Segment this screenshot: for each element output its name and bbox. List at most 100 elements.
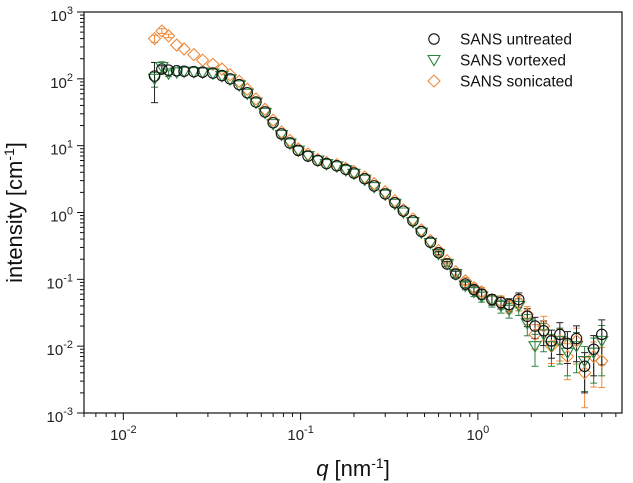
data-point [596,328,608,341]
data-point [544,341,559,353]
x-tick-label: 10-1 [287,424,313,444]
data-point [348,167,360,179]
y-tick-label: 102 [50,72,73,92]
data-point [431,243,446,258]
data-point [432,246,445,259]
data-point [249,97,263,110]
data-point [274,129,289,142]
legend-label: SANS vortexed [460,53,566,70]
data-point [474,291,489,304]
data-point [415,225,428,238]
data-point [347,168,361,181]
data-point [387,198,402,211]
data-point [147,73,162,86]
data-point [282,138,297,151]
data-point [475,288,488,300]
data-point [414,227,429,240]
data-point [266,119,281,131]
y-tick-label: 10-1 [47,272,73,292]
x-tick-label: 100 [466,424,489,444]
data-point [512,293,525,306]
data-point [529,320,541,332]
data-point [458,274,473,288]
data-point [329,161,344,174]
data-point [275,128,288,140]
data-point [560,349,575,364]
data-point [161,29,176,43]
data-point [207,67,219,79]
data-point [250,96,262,108]
y-tick-label: 101 [50,139,73,159]
legend-marker [427,54,441,67]
data-point [561,337,574,350]
data-point [521,310,534,323]
data-point [233,78,245,91]
data-point [340,163,352,176]
y-tick-label: 10-2 [47,339,73,359]
data-point [367,182,382,194]
data-point [431,248,446,261]
data-point [169,38,184,52]
data-point [495,296,507,309]
data-point [554,328,566,341]
data-point [215,62,229,76]
data-point [162,64,175,76]
data-point [148,70,161,82]
data-point [249,92,263,106]
data-point [577,365,592,380]
data-point [206,57,220,72]
data-point [378,189,393,202]
data-point [241,86,253,99]
data-point [156,63,168,75]
data-point [216,69,228,82]
data-point [284,137,296,149]
data-point [586,349,601,364]
data-point [155,24,169,38]
data-point [459,278,472,290]
data-point [595,354,609,368]
data-point [187,47,201,62]
data-point [358,172,371,185]
data-point [367,176,381,191]
data-point [186,67,201,79]
data-point [396,207,411,220]
data-point [587,343,600,355]
data-point [283,133,297,148]
data-point [300,150,315,163]
data-point [407,215,419,227]
legend-marker [427,74,441,88]
data-point [423,237,438,250]
data-point [545,335,558,347]
data-point [440,253,454,268]
data-point [511,295,526,310]
data-point [397,205,410,217]
data-point [259,106,271,118]
data-point [267,117,279,129]
tick-labels: 10-2 10-1 100 10-3 10-2 10-1 100 101 102 103 [47,5,490,444]
y-tick-label: 103 [50,5,73,25]
data-point [195,53,210,67]
data-point [177,66,191,79]
data-point [503,298,515,311]
data-point [578,360,591,373]
data-point [188,65,200,78]
legend: SANS untreated SANS vortexed SANS sonicate… [427,32,573,91]
data-point [170,65,183,77]
data-point [154,62,169,74]
data-point [240,88,255,101]
data-point [405,216,420,229]
data-point [357,174,372,187]
data-point [389,196,401,209]
axis-ticks [77,11,617,420]
data-point [147,31,162,46]
data-point [448,268,463,281]
x-axis-title: q [nm-1] [316,455,390,481]
legend-label: SANS sonicated [460,74,573,91]
data-point [177,42,191,56]
data-point [441,258,453,270]
data-point [440,258,455,271]
data-point [258,107,272,120]
data-point [195,67,210,80]
data-point [570,332,583,345]
data-point [232,80,247,93]
